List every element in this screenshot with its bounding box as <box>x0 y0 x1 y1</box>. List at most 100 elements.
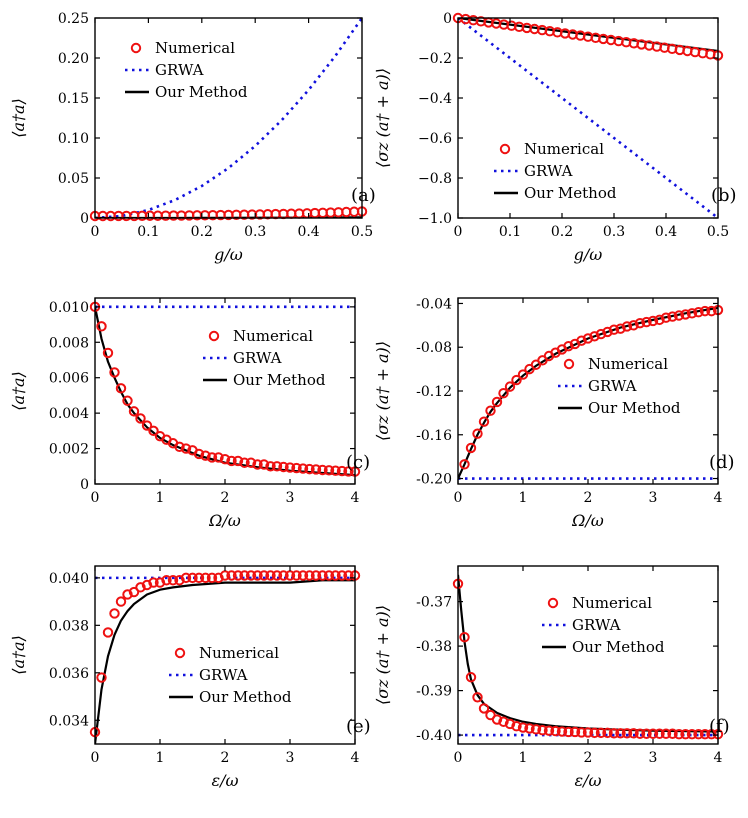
numerical-point-e <box>219 570 231 581</box>
y-tick-label-b: 0 <box>443 11 452 27</box>
numerical-point-d <box>589 331 600 342</box>
numerical-point-e <box>291 570 302 581</box>
numerical-point-f <box>478 703 490 714</box>
numerical-point-f <box>524 723 535 734</box>
numerical-point-e <box>148 577 159 588</box>
numerical-point-d <box>517 369 529 380</box>
y-axis-label-d: ⟨σz (a† + a)⟩ <box>373 341 392 441</box>
x-tick-label-b: 0.4 <box>655 224 677 240</box>
x-tick-label-e: 1 <box>156 750 165 766</box>
numerical-point-f <box>543 725 555 736</box>
x-tick-label-d: 3 <box>649 490 658 506</box>
x-tick-label-d: 4 <box>714 490 723 506</box>
numerical-point-e <box>271 570 283 581</box>
panel-c: 0 1 2 3 4 0 0.002 0.004 0.006 0.008 0.010 Ω/ω ⟨a†a⟩ (… <box>9 297 370 530</box>
numerical-point-d <box>563 340 574 352</box>
legend-entry-f: Numerical <box>572 594 652 612</box>
grwa-line-b <box>458 18 718 218</box>
x-tick-label-f: 4 <box>714 750 723 766</box>
x-tick-label-b: 0.3 <box>603 224 625 240</box>
x-axis-label-d: Ω/ω <box>571 511 604 530</box>
numerical-point-f <box>530 724 542 735</box>
legend-entry-a: Numerical <box>155 39 235 57</box>
numerical-point-f <box>491 714 503 725</box>
axes-frame-b <box>457 17 719 219</box>
numerical-point-e <box>278 570 289 581</box>
x-tick-label-b: 0.2 <box>551 224 573 240</box>
x-tick-label-c: 3 <box>286 490 295 506</box>
numerical-point-e <box>180 572 192 584</box>
method-line-c <box>95 306 355 477</box>
legend-d: Numerical GRWA Our Method <box>558 355 681 417</box>
numerical-point-f <box>634 728 646 739</box>
x-tick-label-a: 0 <box>91 224 100 240</box>
legend-entry-e: Numerical <box>199 644 279 662</box>
numerical-point-e <box>128 586 140 598</box>
numerical-point-e <box>167 575 179 586</box>
numerical-point-f <box>576 727 587 738</box>
x-tick-label-c: 1 <box>156 490 165 506</box>
y-tick-label-c: 0 <box>80 477 89 493</box>
x-tick-label-e: 0 <box>91 750 100 766</box>
numerical-point-d <box>608 324 620 335</box>
numerical-point-c <box>206 452 218 463</box>
x-tick-label-a: 0.5 <box>351 224 373 240</box>
numerical-point-c <box>271 461 283 472</box>
numerical-point-c <box>102 347 114 359</box>
x-tick-label-a: 0.1 <box>137 224 159 240</box>
x-tick-label-c: 2 <box>221 490 230 506</box>
legend-entry-a: Our Method <box>155 83 248 101</box>
numerical-point-e <box>265 570 276 581</box>
y-tick-label-f: -0.38 <box>416 639 452 655</box>
numerical-point-f <box>537 725 548 736</box>
numerical-point-d <box>660 312 672 323</box>
numerical-point-d <box>634 317 646 329</box>
numerical-point-d <box>667 311 678 322</box>
numerical-point-d <box>491 396 503 408</box>
numerical-point-e <box>109 608 120 619</box>
y-tick-label-b: −0.8 <box>418 171 452 187</box>
numerical-point-f <box>556 726 568 737</box>
numerical-point-e <box>258 570 270 581</box>
legend-numerical-marker <box>130 42 142 54</box>
numerical-point-c <box>317 464 328 476</box>
y-tick-label-c: 0.006 <box>49 371 89 387</box>
numerical-point-d <box>686 308 698 319</box>
numerical-point-e <box>200 572 211 584</box>
numerical-point-f <box>654 728 665 739</box>
legend-c: Numerical GRWA Our Method <box>203 327 326 389</box>
numerical-point-c <box>330 465 341 476</box>
numerical-point-c <box>278 461 289 473</box>
legend-entry-a: GRWA <box>155 61 204 79</box>
numerical-point-d <box>498 387 509 399</box>
numerical-point-e <box>245 570 257 581</box>
numerical-point-c <box>180 443 192 454</box>
numerical-point-e <box>102 627 114 638</box>
legend-f: Numerical GRWA Our Method <box>542 594 665 656</box>
numerical-point-e <box>304 570 315 581</box>
y-axis-label-e: ⟨a†a⟩ <box>9 635 28 675</box>
numerical-point-c <box>213 452 224 463</box>
numerical-point-c <box>115 383 127 394</box>
numerical-point-d <box>680 309 691 320</box>
numerical-point-c <box>291 462 302 474</box>
legend-e: Numerical GRWA Our Method <box>169 644 292 706</box>
numerical-point-e <box>206 572 218 584</box>
legend-a: Numerical GRWA Our Method <box>125 39 248 101</box>
numerical-point-f <box>589 727 600 739</box>
numerical-point-d <box>478 416 490 427</box>
panel-label-c: (c) <box>346 452 370 473</box>
numerical-point-f <box>563 726 574 738</box>
y-tick-label-f: -0.40 <box>416 728 452 744</box>
numerical-point-e <box>213 572 224 584</box>
x-tick-label-f: 0 <box>454 750 463 766</box>
numerical-point-e <box>96 672 107 683</box>
numerical-point-d <box>472 428 483 439</box>
legend-entry-d: Our Method <box>588 399 681 417</box>
numerical-point-f <box>569 726 581 738</box>
y-tick-label-c: 0.002 <box>49 442 89 458</box>
y-tick-label-b: −0.4 <box>418 91 452 107</box>
method-line-e <box>95 579 355 744</box>
y-axis-label-c: ⟨a†a⟩ <box>9 371 28 411</box>
numerical-point-e <box>323 570 335 581</box>
